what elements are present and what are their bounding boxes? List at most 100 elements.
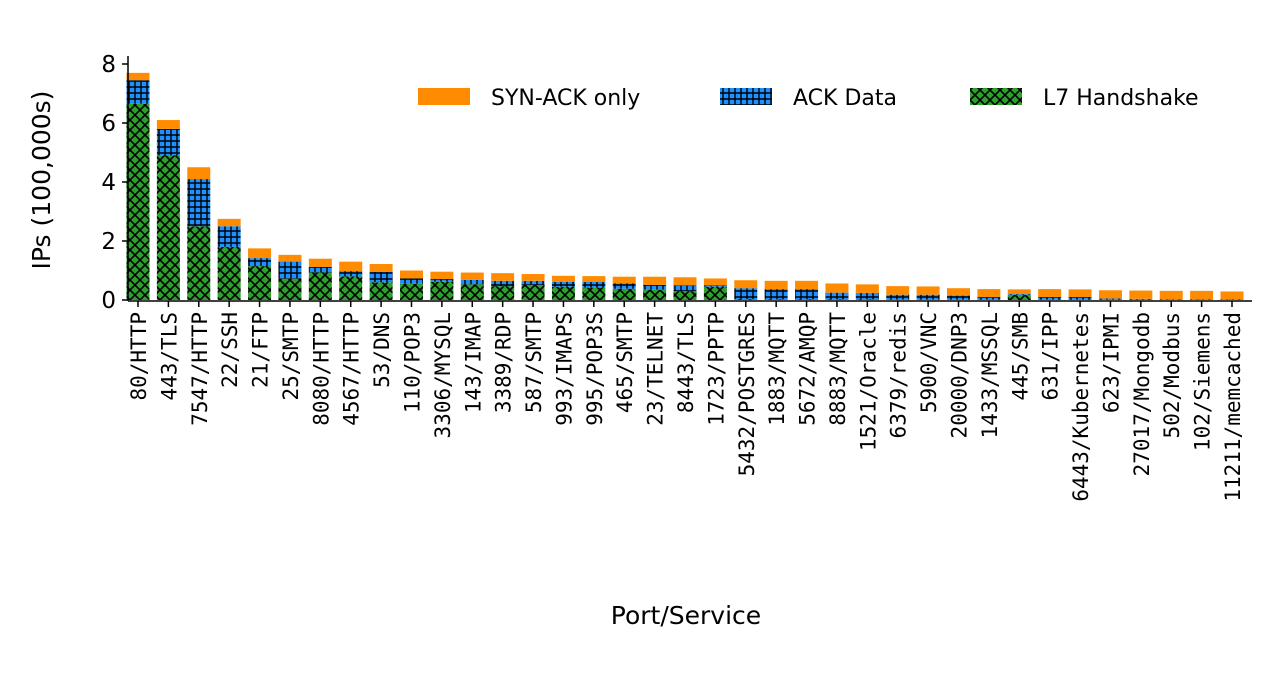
bar-ack-data-14	[552, 282, 575, 287]
x-tick-label: 4567/HTTP	[340, 312, 364, 426]
bar-l7-handshake-16	[613, 289, 636, 300]
bar-syn-ack-only-6	[309, 259, 332, 267]
x-tick-label: 8080/HTTP	[309, 312, 333, 426]
bar-l7-handshake-22	[795, 299, 818, 300]
bar-syn-ack-only-31	[1069, 289, 1092, 297]
bar-syn-ack-only-1	[157, 120, 180, 129]
bar-ack-data-16	[613, 283, 636, 289]
bar-ack-data-24	[856, 293, 879, 299]
bar-syn-ack-only-27	[947, 288, 970, 295]
y-tick-label: 8	[101, 52, 116, 78]
x-tick-label: 3306/MYSQL	[431, 312, 455, 438]
bar-ack-data-29	[1008, 294, 1031, 295]
bar-ack-data-13	[522, 281, 545, 285]
bar-syn-ack-only-4	[248, 248, 271, 258]
bar-ack-data-12	[491, 281, 514, 286]
bar-l7-handshake-12	[491, 286, 514, 300]
bar-l7-handshake-24	[856, 299, 879, 300]
bar-l7-handshake-6	[309, 273, 332, 300]
x-tick-label: 631/IPP	[1039, 312, 1063, 401]
x-tick-label: 20000/DNP3	[948, 312, 972, 438]
x-tick-label: 11211/memcached	[1221, 312, 1245, 502]
bar-syn-ack-only-25	[886, 286, 909, 295]
bar-l7-handshake-29	[1008, 295, 1031, 300]
x-tick-label: 27017/Mongodb	[1130, 312, 1154, 476]
legend-label: L7 Handshake	[1043, 86, 1199, 111]
bar-l7-handshake-23	[825, 299, 848, 300]
bar-l7-handshake-21	[765, 299, 788, 300]
x-axis-label: Port/Service	[611, 601, 761, 630]
bar-ack-data-26	[917, 295, 940, 300]
bar-l7-handshake-4	[248, 266, 271, 300]
bar-syn-ack-only-5	[278, 255, 301, 262]
bar-ack-data-0	[127, 80, 150, 104]
x-tick-label: 1723/PPTP	[704, 312, 728, 426]
x-tick-label: 143/IMAP	[461, 312, 485, 413]
bar-syn-ack-only-35	[1190, 291, 1213, 299]
bar-ack-data-33	[1129, 299, 1152, 300]
x-tick-label: 623/IPMI	[1099, 312, 1123, 413]
bar-l7-handshake-5	[278, 279, 301, 300]
bar-l7-handshake-11	[461, 284, 484, 300]
bar-syn-ack-only-0	[127, 73, 150, 80]
bar-l7-handshake-17	[643, 290, 666, 300]
y-tick-label: 0	[101, 288, 116, 314]
x-tick-label: 5432/POSTGRES	[735, 312, 759, 476]
bar-syn-ack-only-19	[704, 278, 727, 285]
bar-syn-ack-only-11	[461, 273, 484, 280]
y-tick-label: 2	[101, 229, 116, 255]
bar-syn-ack-only-26	[917, 286, 940, 294]
x-tick-label: 502/Modbus	[1160, 312, 1184, 438]
bar-ack-data-35	[1190, 299, 1213, 300]
bar-syn-ack-only-23	[825, 283, 848, 292]
x-tick-label: 1433/MSSQL	[978, 312, 1002, 438]
x-tick-label: 22/SSH	[218, 312, 242, 388]
bar-syn-ack-only-18	[674, 277, 697, 285]
x-tick-label: 3389/RDP	[492, 312, 516, 413]
bar-l7-handshake-2	[187, 226, 210, 300]
bar-syn-ack-only-9	[400, 271, 423, 279]
bar-l7-handshake-7	[339, 276, 362, 300]
bar-syn-ack-only-29	[1008, 289, 1031, 294]
bar-l7-handshake-18	[674, 291, 697, 300]
bar-ack-data-1	[157, 129, 180, 156]
bar-syn-ack-only-8	[370, 264, 393, 272]
bar-l7-handshake-10	[430, 282, 453, 300]
x-tick-label: 6379/redis	[887, 312, 911, 438]
bar-syn-ack-only-7	[339, 262, 362, 271]
bar-syn-ack-only-15	[582, 276, 605, 282]
bar-ack-data-20	[734, 288, 757, 299]
bar-ack-data-11	[461, 280, 484, 284]
x-tick-label: 465/SMTP	[613, 312, 637, 413]
x-tick-label: 80/HTTP	[127, 312, 151, 401]
bar-syn-ack-only-34	[1160, 291, 1183, 299]
x-tick-label: 53/DNS	[370, 312, 394, 388]
bar-syn-ack-only-12	[491, 273, 514, 281]
bar-l7-handshake-0	[127, 104, 150, 300]
bar-l7-handshake-20	[734, 299, 757, 300]
legend-label: SYN-ACK only	[491, 86, 640, 111]
bar-ack-data-22	[795, 289, 818, 299]
x-tick-label: 6443/Kubernetes	[1069, 312, 1093, 502]
bar-l7-handshake-14	[552, 287, 575, 300]
bar-syn-ack-only-22	[795, 281, 818, 289]
bar-syn-ack-only-10	[430, 272, 453, 279]
legend-swatch	[720, 88, 772, 105]
y-axis-label: IPs (100,000s)	[27, 91, 56, 270]
bar-syn-ack-only-30	[1038, 289, 1061, 297]
x-tick-label: 443/TLS	[157, 312, 181, 401]
bar-syn-ack-only-21	[765, 281, 788, 289]
bar-syn-ack-only-16	[613, 277, 636, 283]
bar-ack-data-25	[886, 295, 909, 300]
legend-label: ACK Data	[793, 86, 897, 111]
bar-ack-data-15	[582, 282, 605, 288]
x-tick-label: 587/SMTP	[522, 312, 546, 413]
bar-syn-ack-only-36	[1221, 291, 1244, 299]
bar-ack-data-27	[947, 296, 970, 300]
x-tick-label: 1883/MQTT	[765, 312, 789, 426]
bar-ack-data-17	[643, 285, 666, 290]
x-tick-label: 5672/AMQP	[796, 312, 820, 426]
bar-l7-handshake-19	[704, 287, 727, 300]
